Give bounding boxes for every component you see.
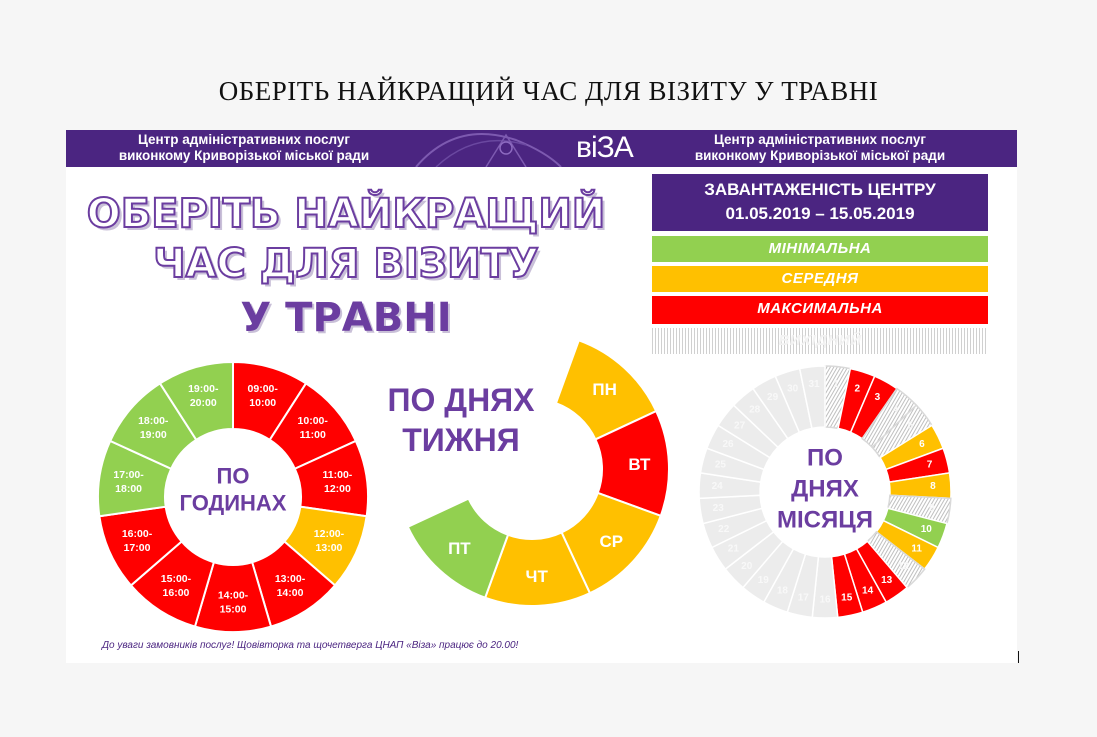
viza-logo: віЗА [576,131,634,164]
hour-label: 11:00 [300,429,326,441]
hour-label: 09:00- [248,383,279,395]
month-day-label: 14 [862,586,874,597]
charts-canvas: 09:00- 10:00 10:00- 11:00 11:00- 12:00 12:00- 1… [97,338,952,633]
weekday-label: ВТ [628,455,651,474]
hour-label: 18:00- [138,415,169,427]
weekdays-chart-title: ПО ДНЯХ [387,382,535,418]
hour-label: 11:00- [323,469,353,481]
month-day-label: 16 [819,595,831,606]
month-day-label: 28 [749,405,761,416]
hour-label: 13:00 [316,542,343,554]
hour-label: 16:00 [163,587,190,599]
legend-title: ЗАВАНТАЖЕНІСТЬ ЦЕНТРУ [704,180,936,199]
legend-item-mid: СЕРЕДНЯ [652,266,988,292]
month-day-segment [798,365,826,430]
month-day-label: 22 [718,524,730,535]
hour-label: 14:00- [218,590,249,602]
month-day-label: 27 [734,420,746,431]
hour-label: 13:00- [275,573,306,585]
month-day-label: 23 [713,503,725,514]
legend-period: 01.05.2019 – 15.05.2019 [725,204,915,223]
month-day-label: 8 [930,481,936,492]
hour-label: 17:00 [124,542,151,554]
banner: Центр адміністративних послуг виконкому … [66,130,1017,167]
month-day-label: 11 [911,544,922,555]
banner-right-line1: Центр адміністративних послуг [713,132,927,147]
hour-label: 18:00 [115,483,142,495]
hour-segment [158,360,234,442]
legend-item-max: МАКСИМАЛЬНА [652,296,988,324]
month-day-label: 2 [855,383,861,394]
hours-chart-title: ПО [217,464,250,489]
month-day-label: 7 [927,459,933,470]
page-edge-mark [1018,651,1019,663]
weekday-segment [406,497,510,600]
banner-left-line2: виконкому Криворізької міської ради [118,148,370,163]
month-day-label: 3 [875,392,881,403]
month-day-label: 4 [893,405,899,416]
month-day-label: 31 [809,379,821,390]
hour-label: 12:00 [324,483,351,495]
hour-label: 16:00- [122,528,153,540]
month-chart-title: МІСЯЦЯ [777,507,873,534]
month-day-label: 10 [921,524,933,535]
headline-line2: ЧАС ДЛЯ ВІЗИТУ [152,240,540,288]
weekday-label: ПТ [448,539,471,558]
hour-label: 15:00 [220,604,247,616]
legend-item-off: ВИХІДНИЙ [652,328,988,354]
month-day-label: 18 [777,586,789,597]
hours-chart-title: ГОДИНАХ [180,491,287,516]
month-day-label: 12 [898,561,910,572]
hour-label: 12:00- [314,528,345,540]
month-day-label: 5 [908,420,914,431]
month-day-label: 1 [833,379,839,390]
weekday-label: СР [599,532,623,551]
banner-decoration-icon [415,133,562,167]
month-day-label: 30 [787,383,799,394]
hour-label: 10:00 [249,397,276,409]
banner-right-line2: виконкому Криворізької міської ради [694,148,946,163]
month-day-label: 19 [758,575,770,586]
month-chart-title: ПО [807,445,843,472]
legend-header: ЗАВАНТАЖЕНІСТЬ ЦЕНТРУ 01.05.2019 – 15.05… [652,174,988,231]
headline-line3: У ТРАВНІ [240,295,452,341]
banner-org-left: Центр адміністративних послуг виконкому … [94,132,394,164]
month-day-label: 20 [741,561,753,572]
banner-left-line1: Центр адміністративних послуг [137,132,351,147]
legend-item-min: МІНІМАЛЬНА [652,236,988,262]
hour-label: 15:00- [161,573,192,585]
footnote: До уваги замовників послуг! Щовівторка т… [102,640,519,651]
banner-org-right: Центр адміністративних послуг виконкому … [670,132,970,164]
month-day-label: 13 [881,575,893,586]
weekdays-chart-title: ТИЖНЯ [402,422,520,458]
month-day-label: 9 [929,503,935,514]
month-day-label: 21 [728,544,740,555]
month-day-label: 29 [767,392,779,403]
month-day-label: 6 [919,439,925,450]
month-chart-title: ДНЯХ [791,476,859,503]
month-day-label: 17 [798,592,810,603]
month-day-label: 15 [841,592,853,603]
hour-label: 20:00 [190,397,217,409]
month-day-label: 24 [712,481,724,492]
headline-line1: ОБЕРІТЬ НАЙКРАЩИЙ [86,190,607,238]
hour-label: 17:00- [113,469,144,481]
weekday-label: ЧТ [526,567,549,586]
month-day-label: 26 [722,439,734,450]
hour-label: 10:00- [298,415,329,427]
hour-label: 19:00- [188,383,219,395]
hour-label: 19:00 [140,429,167,441]
weekday-label: ПН [592,380,617,399]
document-title: ОБЕРІТЬ НАЙКРАЩИЙ ЧАС ДЛЯ ВІЗИТУ У ТРАВН… [218,76,879,106]
poster: Центр адміністративних послуг виконкому … [66,130,1017,663]
month-day-label: 25 [715,459,727,470]
hour-label: 14:00 [277,587,304,599]
